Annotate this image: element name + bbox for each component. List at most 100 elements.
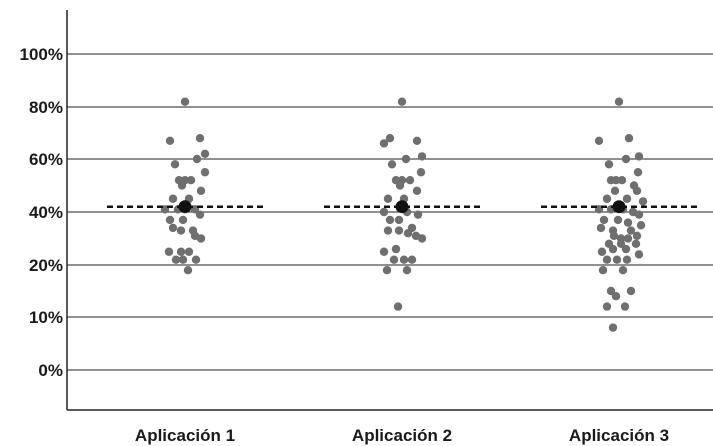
data-point <box>192 154 202 164</box>
data-point <box>200 168 210 177</box>
y-tick-label: 20% <box>29 256 63 275</box>
data-point <box>602 255 612 264</box>
data-point <box>597 247 607 256</box>
data-point <box>606 286 616 296</box>
data-point <box>385 215 395 225</box>
y-tick-label: 10% <box>29 308 63 327</box>
data-point <box>632 186 642 195</box>
data-point <box>186 176 196 185</box>
data-point <box>616 239 626 248</box>
data-point <box>196 186 206 195</box>
data-point <box>633 168 643 177</box>
data-point <box>195 134 205 143</box>
data-point <box>413 210 423 219</box>
data-point <box>184 247 194 256</box>
data-point <box>623 218 633 227</box>
data-point <box>171 255 181 264</box>
data-point <box>618 266 628 275</box>
data-point <box>594 136 604 145</box>
data-point <box>170 160 180 169</box>
mean-point <box>395 200 409 214</box>
data-point <box>177 181 187 190</box>
data-point <box>622 255 632 264</box>
data-point <box>395 181 405 190</box>
data-point <box>611 292 621 301</box>
data-point <box>621 154 631 164</box>
data-point <box>183 266 193 275</box>
grid-lines <box>67 53 713 371</box>
data-point <box>412 136 422 145</box>
data-point <box>402 266 412 275</box>
data-point <box>176 226 186 235</box>
data-point <box>602 194 612 203</box>
data-point <box>599 215 609 225</box>
data-point <box>631 239 641 248</box>
data-points <box>160 97 648 332</box>
data-point <box>394 215 404 225</box>
data-point <box>596 223 606 233</box>
data-point <box>391 244 401 254</box>
data-point <box>598 266 608 275</box>
y-tick-label: 0% <box>38 361 63 380</box>
data-point <box>407 255 417 264</box>
y-tick-label: 40% <box>29 203 63 222</box>
data-point <box>397 97 407 106</box>
data-point <box>636 221 646 230</box>
data-point <box>379 139 389 148</box>
data-point <box>608 323 618 332</box>
data-point <box>383 194 393 203</box>
data-point <box>403 229 413 238</box>
data-point <box>612 255 622 264</box>
data-point <box>417 152 427 161</box>
data-point <box>200 149 210 158</box>
data-point <box>196 234 206 243</box>
data-point <box>405 176 415 185</box>
category-labels: Aplicación 1 Aplicación 2 Aplicación 3 <box>135 426 669 445</box>
data-point <box>191 255 201 264</box>
data-point <box>606 176 616 185</box>
data-point <box>393 302 403 311</box>
data-point <box>634 210 644 219</box>
data-point <box>620 302 630 311</box>
data-point <box>195 210 205 219</box>
data-point <box>168 223 178 233</box>
data-point <box>608 244 618 254</box>
data-point <box>632 231 642 241</box>
data-point <box>610 186 620 195</box>
data-point <box>165 215 175 225</box>
mean-point <box>178 200 192 214</box>
data-point <box>176 247 186 256</box>
data-point <box>382 266 392 275</box>
data-point <box>626 286 636 296</box>
mean-markers <box>107 200 697 214</box>
category-label: Aplicación 2 <box>352 426 452 445</box>
data-point <box>385 134 395 143</box>
data-point <box>604 160 614 169</box>
data-point <box>622 194 632 203</box>
data-point <box>168 194 178 203</box>
data-point <box>602 302 612 311</box>
y-tick-label: 100% <box>20 45 63 64</box>
data-point <box>613 215 623 225</box>
category-label: Aplicación 3 <box>569 426 669 445</box>
data-point <box>389 255 399 264</box>
data-point <box>394 226 404 235</box>
data-point <box>634 250 644 259</box>
data-point <box>401 154 411 164</box>
y-tick-label: 80% <box>29 98 63 117</box>
data-point <box>379 247 389 256</box>
data-point <box>621 244 631 254</box>
data-point <box>379 207 389 217</box>
y-tick-label: 60% <box>29 150 63 169</box>
data-point <box>614 97 624 106</box>
data-point <box>626 226 636 235</box>
data-point <box>417 234 427 243</box>
data-point <box>412 186 422 195</box>
data-point <box>609 231 619 241</box>
data-point <box>383 226 393 235</box>
data-point <box>638 197 648 206</box>
data-point <box>623 234 633 243</box>
data-point <box>165 136 175 145</box>
category-label: Aplicación 1 <box>135 426 235 445</box>
